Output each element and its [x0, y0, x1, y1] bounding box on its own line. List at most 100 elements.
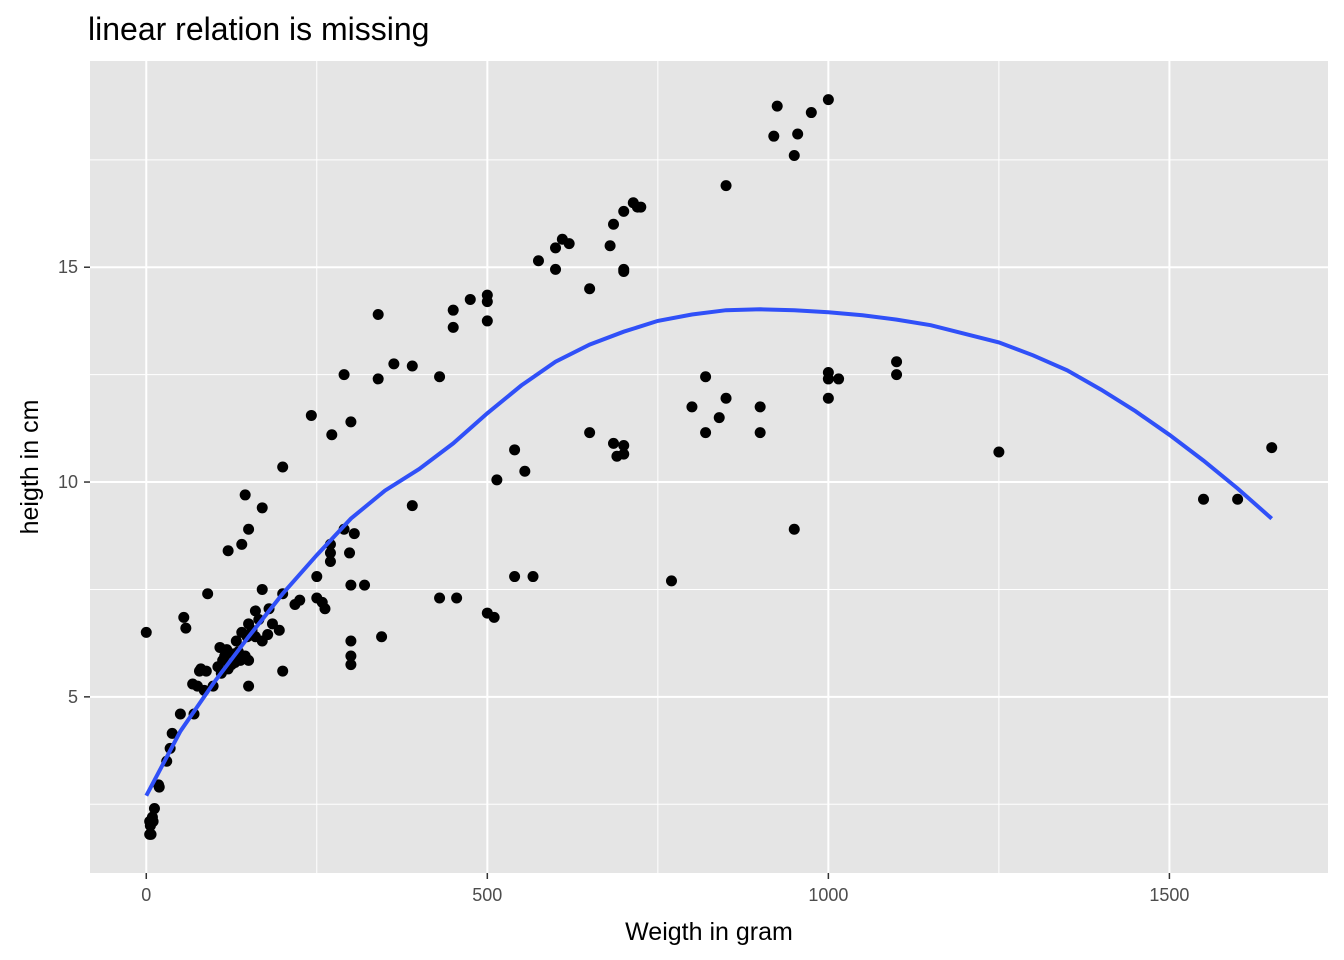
- data-point: [344, 547, 356, 559]
- data-point: [792, 128, 804, 140]
- data-point: [262, 629, 274, 641]
- data-point: [788, 523, 800, 535]
- data-point: [434, 371, 446, 383]
- data-point: [481, 315, 493, 327]
- data-point: [618, 266, 630, 278]
- data-point: [222, 545, 234, 557]
- data-point: [771, 100, 783, 112]
- data-point: [700, 427, 712, 439]
- data-points: [140, 94, 1278, 840]
- data-point: [145, 828, 157, 840]
- data-point: [1266, 442, 1278, 454]
- data-point: [618, 205, 630, 217]
- data-point: [1232, 493, 1244, 505]
- data-point: [618, 448, 630, 460]
- x-tick-label: 0: [141, 885, 151, 905]
- data-point: [720, 180, 732, 192]
- x-tick-label: 1000: [808, 885, 848, 905]
- data-point: [147, 815, 159, 827]
- data-point: [406, 500, 418, 512]
- data-point: [338, 369, 350, 381]
- x-tick-label: 1500: [1149, 885, 1189, 905]
- data-point: [243, 654, 255, 666]
- data-point: [491, 474, 503, 486]
- data-point: [434, 592, 446, 604]
- data-point: [372, 373, 384, 385]
- data-point: [277, 665, 289, 677]
- data-point: [345, 416, 357, 428]
- data-point: [230, 635, 242, 647]
- data-point: [451, 592, 463, 604]
- data-point: [406, 360, 418, 372]
- data-point: [447, 321, 459, 333]
- data-point: [608, 437, 620, 449]
- data-point: [754, 401, 766, 413]
- y-tick-label: 15: [58, 257, 78, 277]
- data-point: [236, 538, 248, 550]
- major-grid: [90, 61, 1328, 873]
- data-point: [713, 412, 725, 424]
- data-point: [532, 255, 544, 267]
- data-point: [345, 659, 357, 671]
- data-point: [305, 409, 317, 421]
- data-point: [166, 727, 178, 739]
- data-point: [754, 427, 766, 439]
- data-point: [326, 429, 338, 441]
- data-point: [447, 304, 459, 316]
- data-point: [481, 296, 493, 308]
- data-point: [550, 242, 562, 254]
- data-point: [200, 665, 212, 677]
- x-tick-label: 500: [472, 885, 502, 905]
- data-point: [319, 603, 331, 615]
- data-point: [180, 622, 192, 634]
- data-point: [148, 803, 160, 815]
- chart-title: linear relation is missing: [88, 11, 429, 47]
- x-axis: 0 500 1000 1500: [141, 873, 1189, 905]
- data-point: [700, 371, 712, 383]
- data-point: [153, 781, 165, 793]
- x-axis-title: Weigth in gram: [625, 918, 793, 946]
- data-point: [388, 358, 400, 370]
- data-point: [345, 635, 357, 647]
- data-point: [768, 130, 780, 142]
- data-point: [519, 465, 531, 477]
- data-point: [140, 626, 152, 638]
- data-point: [822, 392, 834, 404]
- y-axis: 5 10 15: [58, 257, 90, 707]
- data-point: [178, 611, 190, 623]
- data-point: [376, 631, 388, 643]
- data-point: [527, 571, 539, 583]
- data-point: [256, 502, 268, 514]
- data-point: [294, 594, 306, 606]
- data-point: [1198, 493, 1210, 505]
- y-axis-title: heigth in cm: [16, 400, 44, 535]
- data-point: [805, 107, 817, 119]
- data-point: [993, 446, 1005, 458]
- data-point: [720, 392, 732, 404]
- data-point: [550, 263, 562, 275]
- data-point: [665, 575, 677, 587]
- data-point: [345, 579, 357, 591]
- data-point: [324, 547, 336, 559]
- smooth-curve: [144, 307, 1274, 797]
- y-tick-label: 10: [58, 472, 78, 492]
- data-point: [822, 373, 834, 385]
- data-point: [822, 94, 834, 106]
- data-point: [608, 218, 620, 230]
- data-point: [372, 308, 384, 320]
- data-point: [249, 605, 261, 617]
- data-point: [686, 401, 698, 413]
- data-point: [359, 579, 371, 591]
- data-point: [891, 356, 903, 368]
- data-point: [256, 583, 268, 595]
- data-point: [243, 523, 255, 535]
- data-point: [584, 283, 596, 295]
- data-point: [584, 427, 596, 439]
- data-point: [345, 650, 357, 662]
- data-point: [509, 571, 521, 583]
- data-point: [563, 238, 575, 250]
- data-point: [635, 201, 647, 213]
- data-point: [618, 440, 630, 452]
- data-point: [243, 680, 255, 692]
